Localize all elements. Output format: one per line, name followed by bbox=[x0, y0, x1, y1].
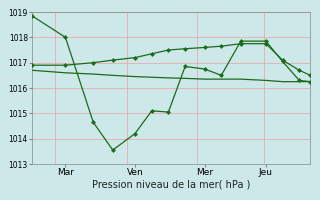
X-axis label: Pression niveau de la mer( hPa ): Pression niveau de la mer( hPa ) bbox=[92, 180, 250, 190]
